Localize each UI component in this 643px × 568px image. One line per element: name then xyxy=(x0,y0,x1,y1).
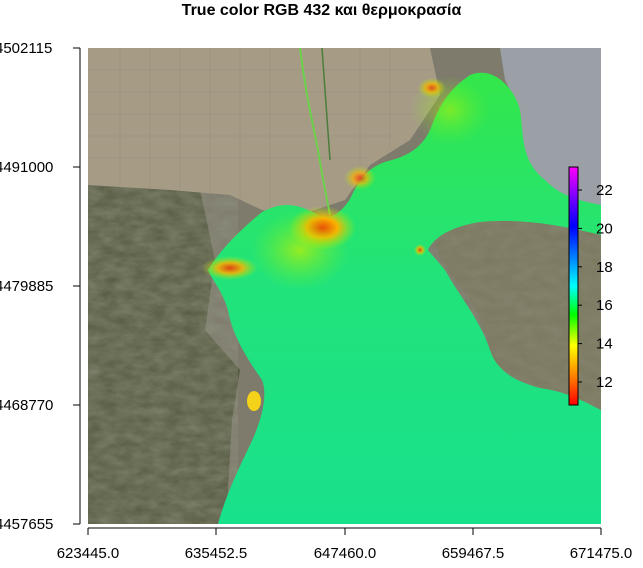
legend-tick-label: 18 xyxy=(596,259,613,276)
field-grid xyxy=(88,48,430,210)
chart-title: True color RGB 432 και θερμοκρασία xyxy=(181,2,462,19)
y-tick-label: 4491000 xyxy=(0,159,53,176)
legend-ticks: 12 14 16 18 20 22 xyxy=(578,182,613,391)
x-tick-label: 623445.0 xyxy=(57,545,120,562)
y-axis: 4457655 4468770 4479885 4491000 4502115 xyxy=(0,40,81,533)
legend-tick-label: 16 xyxy=(596,297,613,314)
y-tick-label: 4457655 xyxy=(0,516,53,533)
legend-tick-label: 22 xyxy=(596,182,613,199)
hill-texture xyxy=(88,180,238,524)
legend-tick-label: 20 xyxy=(596,220,613,237)
y-tick-label: 4502115 xyxy=(0,40,52,57)
river xyxy=(299,48,331,216)
legend-colorbar xyxy=(568,166,579,406)
map-raster xyxy=(88,48,601,524)
x-tick-label: 671475.0 xyxy=(570,545,633,562)
y-tick-label: 4468770 xyxy=(0,397,53,414)
y-tick-label: 4479885 xyxy=(0,278,53,295)
x-axis: 623445.0 635452.5 647460.0 659467.5 6714… xyxy=(57,527,633,562)
sea-surface xyxy=(208,72,601,524)
x-tick-label: 647460.0 xyxy=(314,545,377,562)
temperature-legend: 12 14 16 18 20 22 xyxy=(568,166,613,406)
x-tick-label: 635452.5 xyxy=(185,545,248,562)
lagoon xyxy=(247,391,261,411)
legend-tick-label: 14 xyxy=(596,336,613,353)
legend-tick-label: 12 xyxy=(596,374,613,391)
x-tick-label: 659467.5 xyxy=(442,545,505,562)
